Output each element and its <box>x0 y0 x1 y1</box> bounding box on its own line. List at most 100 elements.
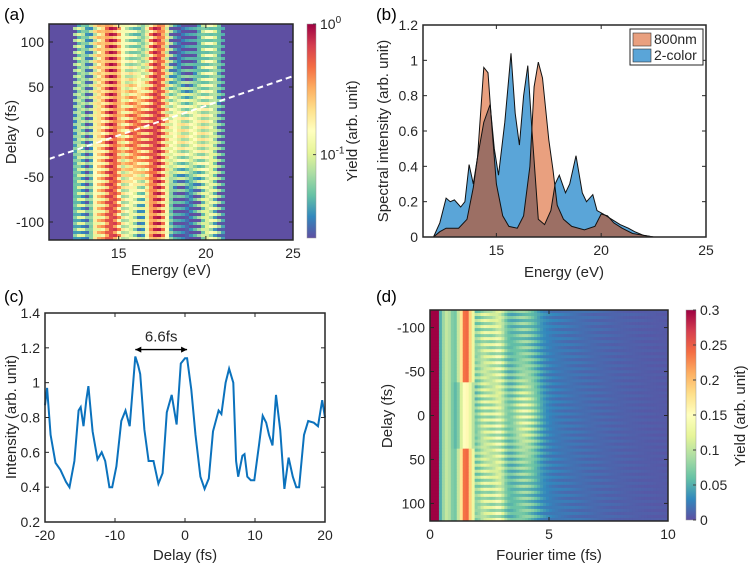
heatmap-cell <box>205 45 210 49</box>
heatmap-cell <box>563 319 568 323</box>
heatmap-cell <box>560 313 565 317</box>
heatmap-cell <box>253 177 258 181</box>
heatmap-cell <box>113 219 118 223</box>
heatmap-cell <box>653 316 657 320</box>
heatmap-cell <box>590 325 595 329</box>
heatmap-cell <box>153 174 158 178</box>
heatmap-cell <box>477 325 481 329</box>
heatmap-cell <box>161 93 166 97</box>
heatmap-cell <box>121 33 126 37</box>
heatmap-cell <box>273 48 278 52</box>
heatmap-cell <box>233 75 238 79</box>
heatmap-cell <box>253 24 258 28</box>
heatmap-cell <box>73 30 78 34</box>
heatmap-cell <box>285 48 290 52</box>
heatmap-cell <box>105 132 110 136</box>
heatmap-cell <box>241 177 246 181</box>
heatmap-cell <box>465 310 470 314</box>
heatmap-cell <box>137 39 142 43</box>
heatmap-cell <box>225 192 230 196</box>
heatmap-cell <box>93 102 98 106</box>
heatmap-cell <box>225 228 230 232</box>
heatmap-cell <box>65 225 70 229</box>
heatmap-cell <box>638 313 642 317</box>
heatmap-cell <box>53 216 58 220</box>
heatmap-cell <box>157 90 162 94</box>
heatmap-cell <box>169 156 174 160</box>
heatmap-cell <box>253 54 258 58</box>
heatmap-cell <box>137 51 142 55</box>
heatmap-cell <box>157 201 162 205</box>
heatmap-cell <box>205 135 210 139</box>
heatmap-cell <box>177 183 182 187</box>
heatmap-cell <box>217 105 222 109</box>
heatmap-cell <box>57 30 62 34</box>
heatmap-cell <box>101 117 106 121</box>
heatmap-cell <box>249 162 254 166</box>
heatmap-cell <box>81 48 86 52</box>
heatmap-cell <box>221 63 226 67</box>
heatmap-cell <box>93 84 98 88</box>
heatmap-cell <box>117 141 122 145</box>
heatmap-cell <box>125 33 130 37</box>
heatmap-cell <box>165 138 170 142</box>
heatmap-cell <box>635 310 639 314</box>
heatmap-cell <box>141 111 146 115</box>
heatmap-cell <box>145 54 150 58</box>
heatmap-cell <box>101 87 106 91</box>
heatmap-cell <box>265 180 270 184</box>
heatmap-cell <box>165 69 170 73</box>
heatmap-cell <box>69 63 74 67</box>
heatmap-cell <box>217 99 222 103</box>
heatmap-cell <box>173 102 178 106</box>
heatmap-cell <box>584 319 589 323</box>
heatmap-cell <box>265 108 270 112</box>
heatmap-cell <box>105 198 110 202</box>
heatmap-cell <box>456 325 461 329</box>
heatmap-cell <box>121 225 126 229</box>
heatmap-cell <box>185 102 190 106</box>
heatmap-cell <box>185 156 190 160</box>
heatmap-cell <box>289 117 294 121</box>
heatmap-cell <box>121 210 126 214</box>
heatmap-cell <box>137 201 142 205</box>
heatmap-cell <box>221 129 226 133</box>
heatmap-cell <box>153 144 158 148</box>
heatmap-cell <box>285 63 290 67</box>
heatmap-cell <box>149 198 154 202</box>
heatmap-cell <box>49 60 54 64</box>
heatmap-cell <box>129 192 134 196</box>
heatmap-cell <box>221 141 226 145</box>
heatmap-cell <box>65 75 70 79</box>
heatmap-cell <box>53 129 58 133</box>
heatmap-cell <box>61 93 66 97</box>
heatmap-cell <box>281 138 286 142</box>
heatmap-cell <box>57 222 62 226</box>
heatmap-cell <box>65 231 70 235</box>
heatmap-cell <box>233 231 238 235</box>
heatmap-cell <box>169 141 174 145</box>
heatmap-cell <box>480 322 484 326</box>
heatmap-cell <box>273 147 278 151</box>
heatmap-cell <box>133 57 138 61</box>
heatmap-cell <box>181 225 186 229</box>
heatmap-cell <box>185 120 190 124</box>
heatmap-cell <box>73 54 78 58</box>
heatmap-cell <box>85 78 90 82</box>
heatmap-cell <box>543 310 547 314</box>
heatmap-cell <box>153 171 158 175</box>
heatmap-cell <box>97 207 102 211</box>
heatmap-cell <box>201 132 206 136</box>
heatmap-cell <box>229 24 234 28</box>
heatmap-cell <box>169 117 174 121</box>
heatmap-cell <box>225 180 230 184</box>
heatmap-cell <box>229 87 234 91</box>
heatmap-cell <box>153 39 158 43</box>
heatmap-cell <box>285 189 290 193</box>
heatmap-cell <box>197 183 202 187</box>
heatmap-cell <box>61 99 66 103</box>
heatmap-cell <box>69 219 74 223</box>
heatmap-cell <box>201 237 206 241</box>
heatmap-cell <box>165 24 170 28</box>
heatmap-cell <box>105 72 110 76</box>
